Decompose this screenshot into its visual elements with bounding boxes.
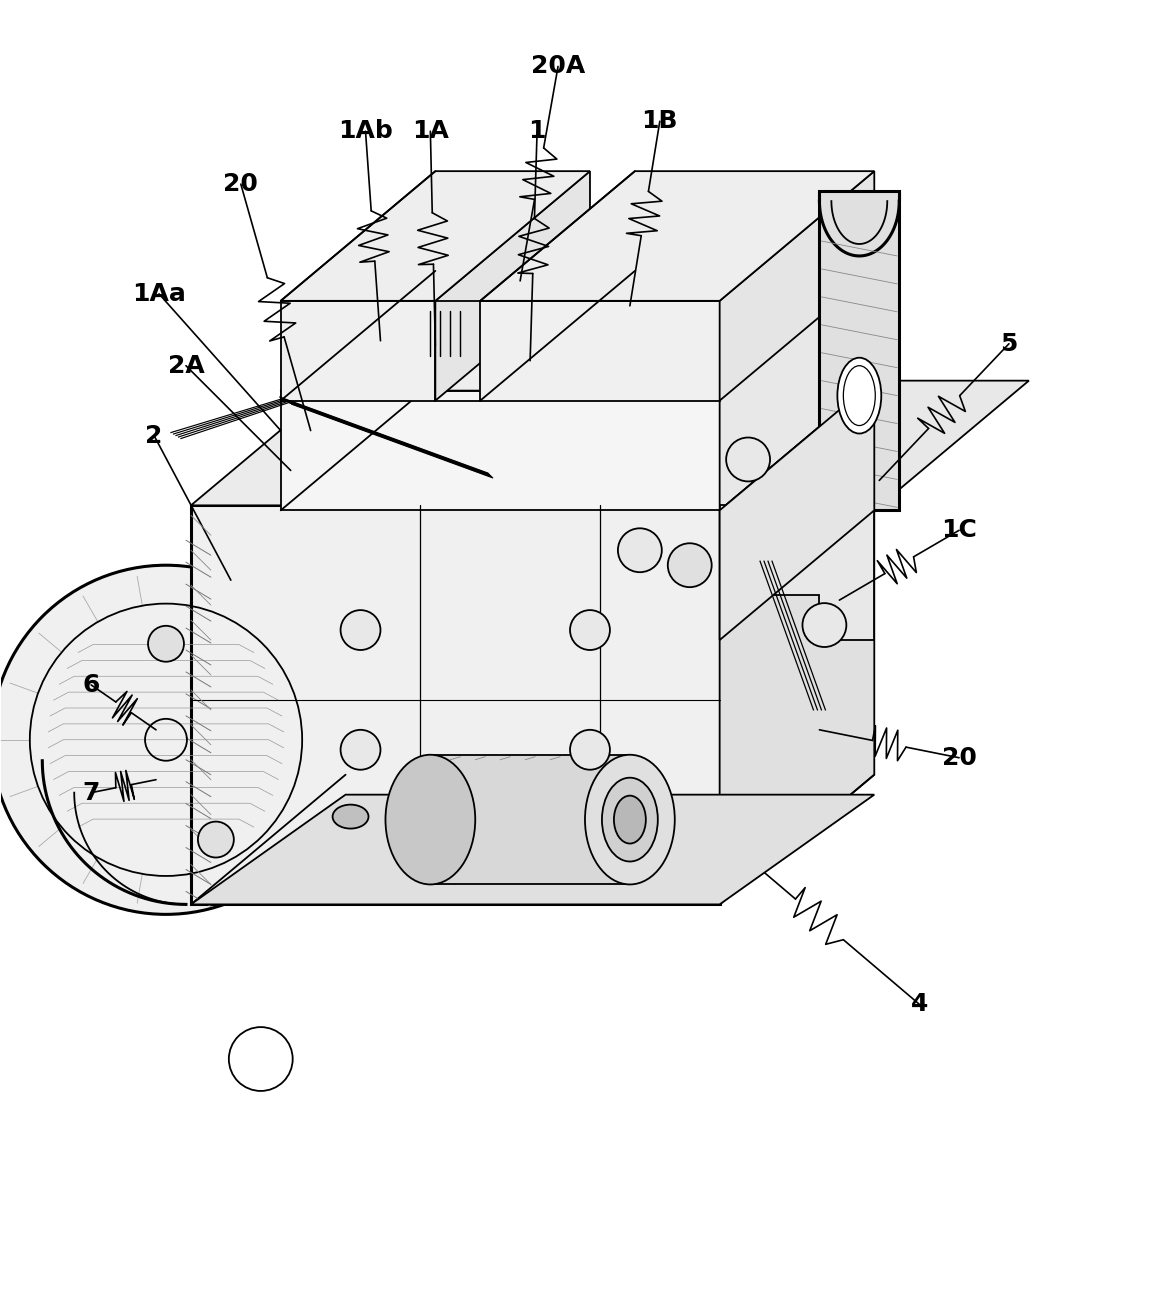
Polygon shape <box>720 376 875 905</box>
Circle shape <box>340 610 381 649</box>
Polygon shape <box>720 261 875 510</box>
Polygon shape <box>819 192 899 510</box>
Polygon shape <box>191 376 875 506</box>
Text: 1Ab: 1Ab <box>338 119 393 143</box>
Circle shape <box>0 565 340 914</box>
Text: 1: 1 <box>529 119 546 143</box>
Ellipse shape <box>585 755 675 884</box>
Ellipse shape <box>332 805 369 828</box>
Polygon shape <box>720 171 875 400</box>
Text: 1Aa: 1Aa <box>132 282 186 306</box>
Circle shape <box>198 822 234 858</box>
Circle shape <box>340 730 381 769</box>
Text: 20: 20 <box>942 746 977 769</box>
Circle shape <box>570 610 610 649</box>
Polygon shape <box>480 171 875 301</box>
Polygon shape <box>430 755 629 884</box>
Text: 20A: 20A <box>531 55 585 78</box>
Ellipse shape <box>614 795 646 844</box>
Polygon shape <box>281 261 875 391</box>
Polygon shape <box>720 381 1029 510</box>
Circle shape <box>570 730 610 769</box>
Polygon shape <box>281 171 590 301</box>
Text: 5: 5 <box>1001 331 1018 356</box>
Text: 7: 7 <box>82 781 100 805</box>
Text: 20: 20 <box>223 172 258 196</box>
Polygon shape <box>435 171 590 400</box>
Polygon shape <box>281 391 720 510</box>
Circle shape <box>668 544 712 587</box>
Polygon shape <box>720 381 875 640</box>
Ellipse shape <box>602 777 658 862</box>
Polygon shape <box>191 506 720 905</box>
Polygon shape <box>191 794 875 905</box>
Circle shape <box>148 626 184 661</box>
Text: 6: 6 <box>82 673 100 696</box>
Text: 1A: 1A <box>412 119 449 143</box>
Text: 1B: 1B <box>641 110 678 133</box>
Ellipse shape <box>385 755 476 884</box>
Text: 2: 2 <box>146 424 163 447</box>
Ellipse shape <box>838 357 882 433</box>
Text: 2A: 2A <box>168 353 205 378</box>
Circle shape <box>618 528 662 572</box>
Circle shape <box>727 438 771 481</box>
Text: 4: 4 <box>911 992 928 1016</box>
Polygon shape <box>720 506 875 640</box>
Text: 1C: 1C <box>941 518 977 542</box>
Circle shape <box>803 604 847 647</box>
Polygon shape <box>480 301 720 400</box>
Polygon shape <box>281 301 435 400</box>
Circle shape <box>229 1028 293 1091</box>
